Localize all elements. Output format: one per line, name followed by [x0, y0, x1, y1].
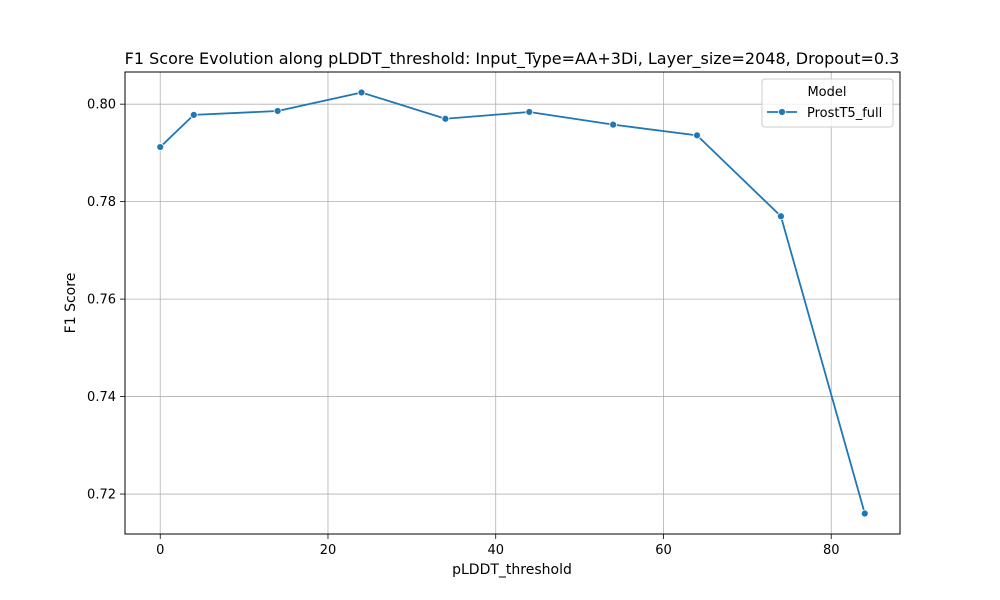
- y-tick-label: 0.78: [87, 195, 116, 210]
- x-tick-label: 0: [156, 543, 164, 558]
- legend-box: [761, 78, 894, 128]
- chart-title: F1 Score Evolution along pLDDT_threshold…: [125, 49, 900, 69]
- y-tick-label: 0.80: [87, 98, 116, 113]
- data-point: [441, 114, 450, 123]
- series-layer: [156, 88, 869, 518]
- y-tick-label: 0.72: [87, 488, 116, 503]
- data-point: [525, 108, 534, 116]
- legend-marker-swatch: [778, 108, 786, 116]
- series-line: [159, 91, 866, 514]
- data-point: [609, 120, 618, 129]
- legend: Model ProstT5_full: [761, 78, 894, 128]
- x-axis-ticks: 0 20 40 60 80: [156, 534, 839, 558]
- y-tick-label: 0.76: [87, 293, 116, 308]
- x-axis-title: pLDDT_threshold: [452, 562, 572, 578]
- y-tick-label: 0.74: [87, 390, 116, 405]
- legend-title: Model: [807, 85, 846, 100]
- plot-frame: [124, 71, 901, 535]
- data-point: [693, 131, 701, 140]
- x-tick-label: 20: [320, 543, 337, 558]
- y-axis-title: F1 Score: [63, 273, 79, 334]
- data-point: [357, 88, 366, 97]
- x-tick-label: 80: [823, 543, 840, 558]
- x-tick-label: 40: [487, 543, 504, 558]
- data-point: [156, 143, 165, 151]
- data-point: [860, 509, 869, 518]
- data-point: [776, 212, 785, 221]
- y-axis-ticks: 0.72 0.74 0.76 0.78 0.80: [87, 98, 125, 503]
- data-point: [273, 107, 282, 115]
- x-tick-label: 60: [655, 543, 672, 558]
- legend-entry-label: ProstT5_full: [807, 106, 882, 121]
- data-point: [189, 110, 198, 119]
